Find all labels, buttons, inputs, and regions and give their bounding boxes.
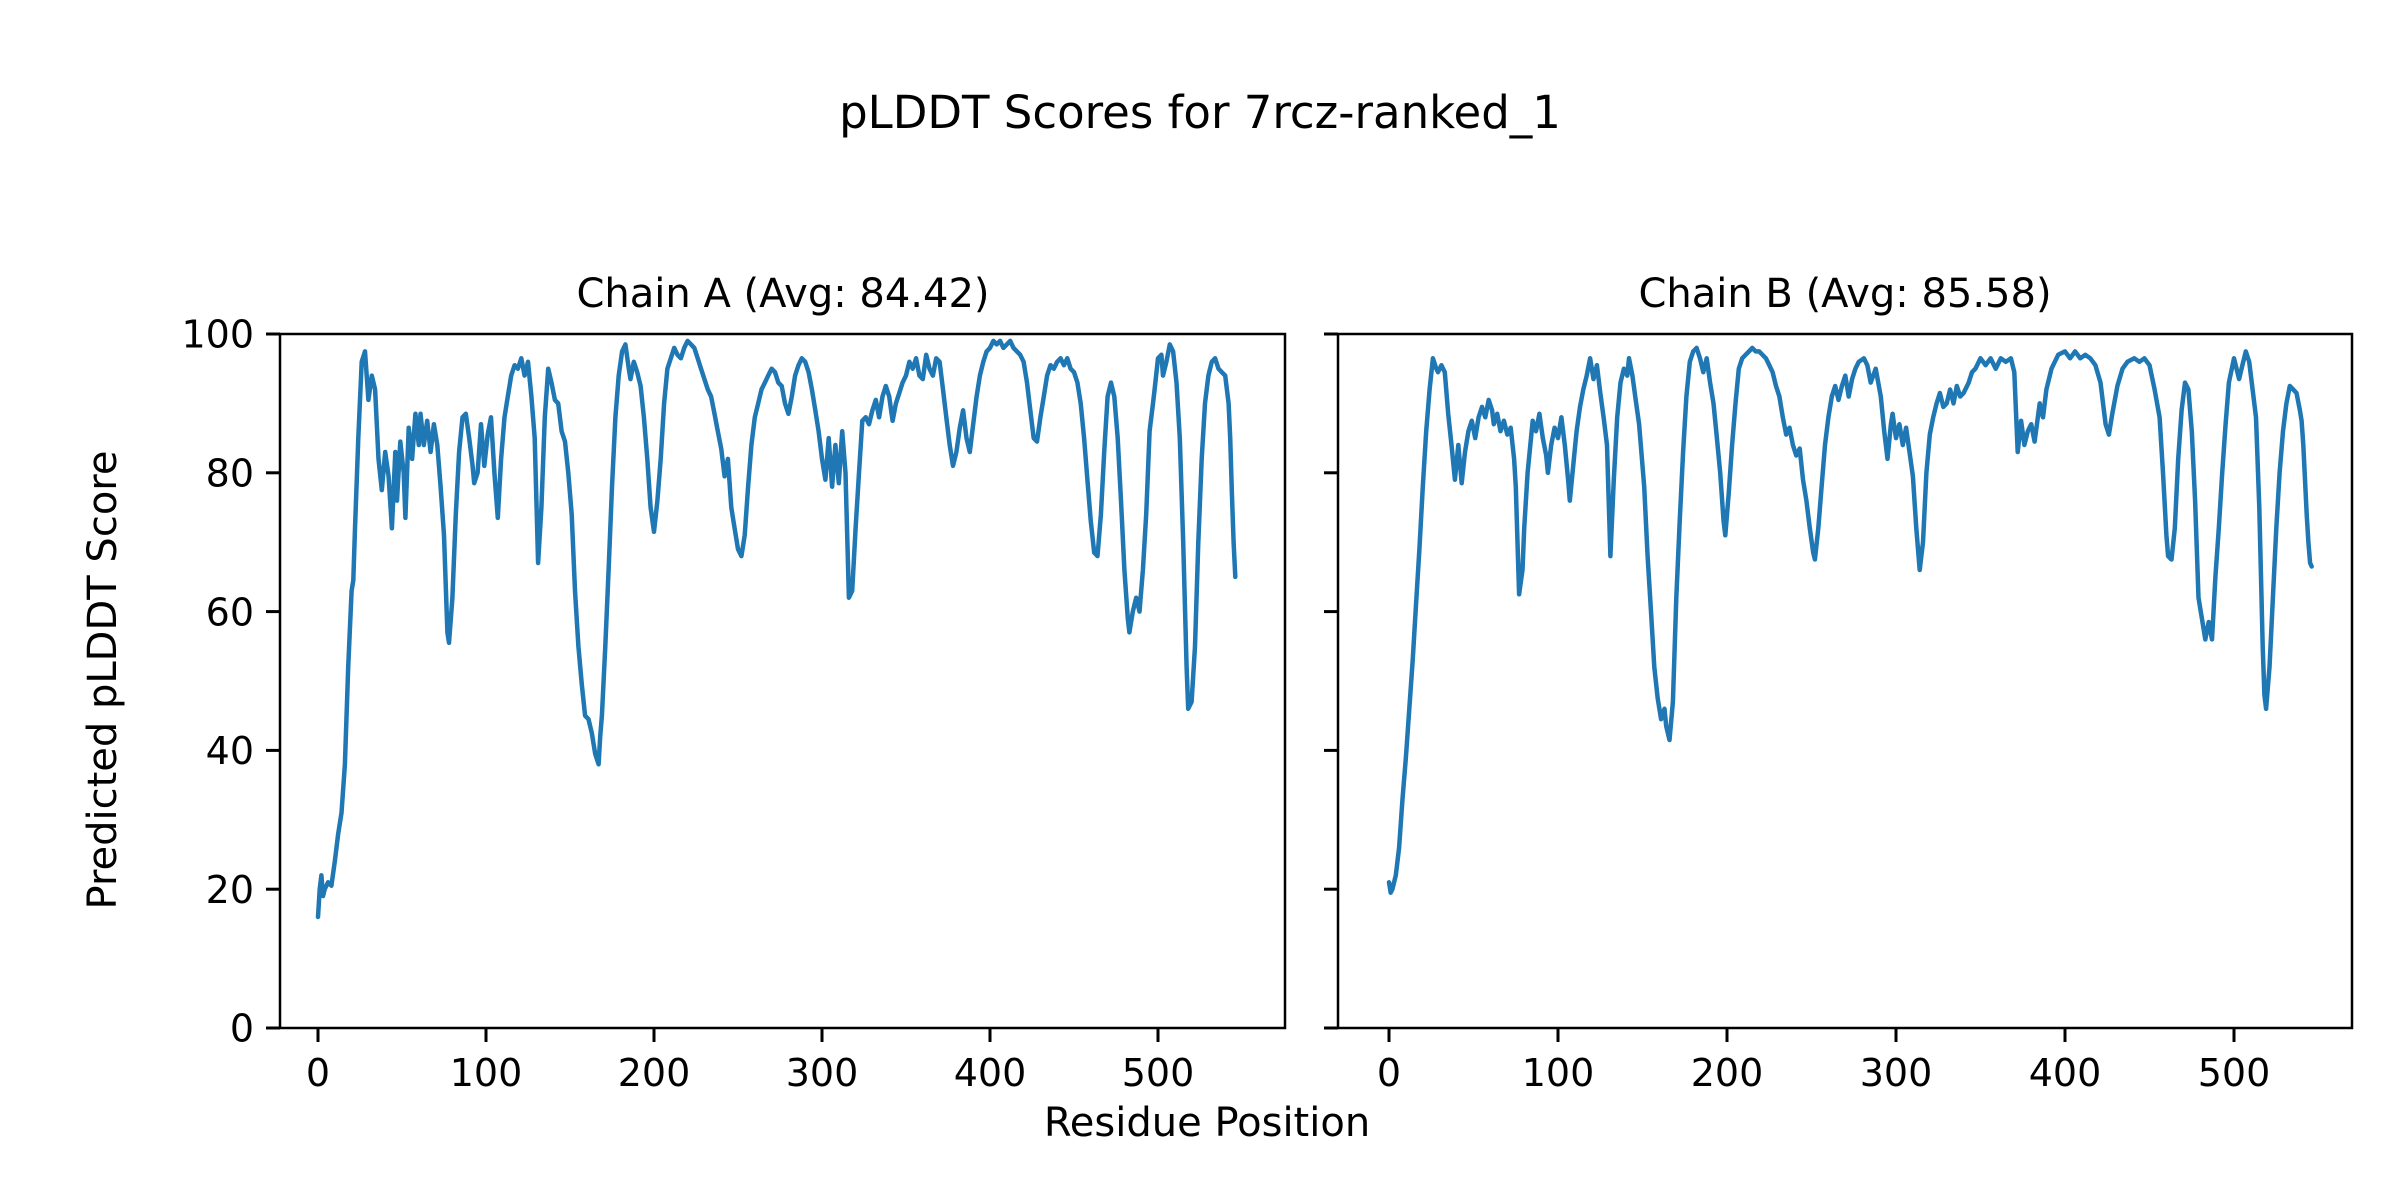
figure-title: pLDDT Scores for 7rcz-ranked_1 [839,86,1561,139]
plddt-line-chain-b [1386,345,2314,895]
plddt-line-chain-a [315,338,1238,920]
y-tick-label-chain-a: 80 [206,451,254,495]
axes-box-chain-a [278,332,1287,1030]
x-tick-label-chain-b: 500 [2198,1051,2271,1095]
x-tick-label-chain-a: 0 [306,1051,330,1095]
x-tick-label-chain-a: 200 [618,1051,691,1095]
x-tick-label-chain-b: 200 [1691,1051,1764,1095]
x-tick-label-chain-a: 100 [450,1051,523,1095]
x-tick-label-chain-a: 400 [954,1051,1027,1095]
y-tick-label-chain-a: 0 [230,1007,254,1051]
axes-box-chain-b [1336,332,2354,1030]
x-axis-label: Residue Position [1043,1100,1371,1146]
x-tick-label-chain-b: 300 [1860,1051,1933,1095]
y-tick-label-chain-a: 40 [206,729,254,773]
x-tick-label-chain-b: 400 [2029,1051,2102,1095]
x-tick-label-chain-b: 100 [1522,1051,1595,1095]
y-tick-label-chain-a: 60 [206,590,254,634]
y-axis-label: Predicted pLDDT Score [80,450,126,910]
chain-a-subplot-title: Chain A (Avg: 84.42) [576,271,990,317]
x-tick-label-chain-b: 0 [1377,1051,1401,1095]
x-tick-label-chain-a: 300 [786,1051,859,1095]
y-tick-label-chain-a: 100 [181,313,254,357]
x-tick-label-chain-a: 500 [1122,1051,1195,1095]
y-tick-label-chain-a: 20 [206,868,254,912]
chain-b-subplot-title: Chain B (Avg: 85.58) [1638,271,2052,317]
